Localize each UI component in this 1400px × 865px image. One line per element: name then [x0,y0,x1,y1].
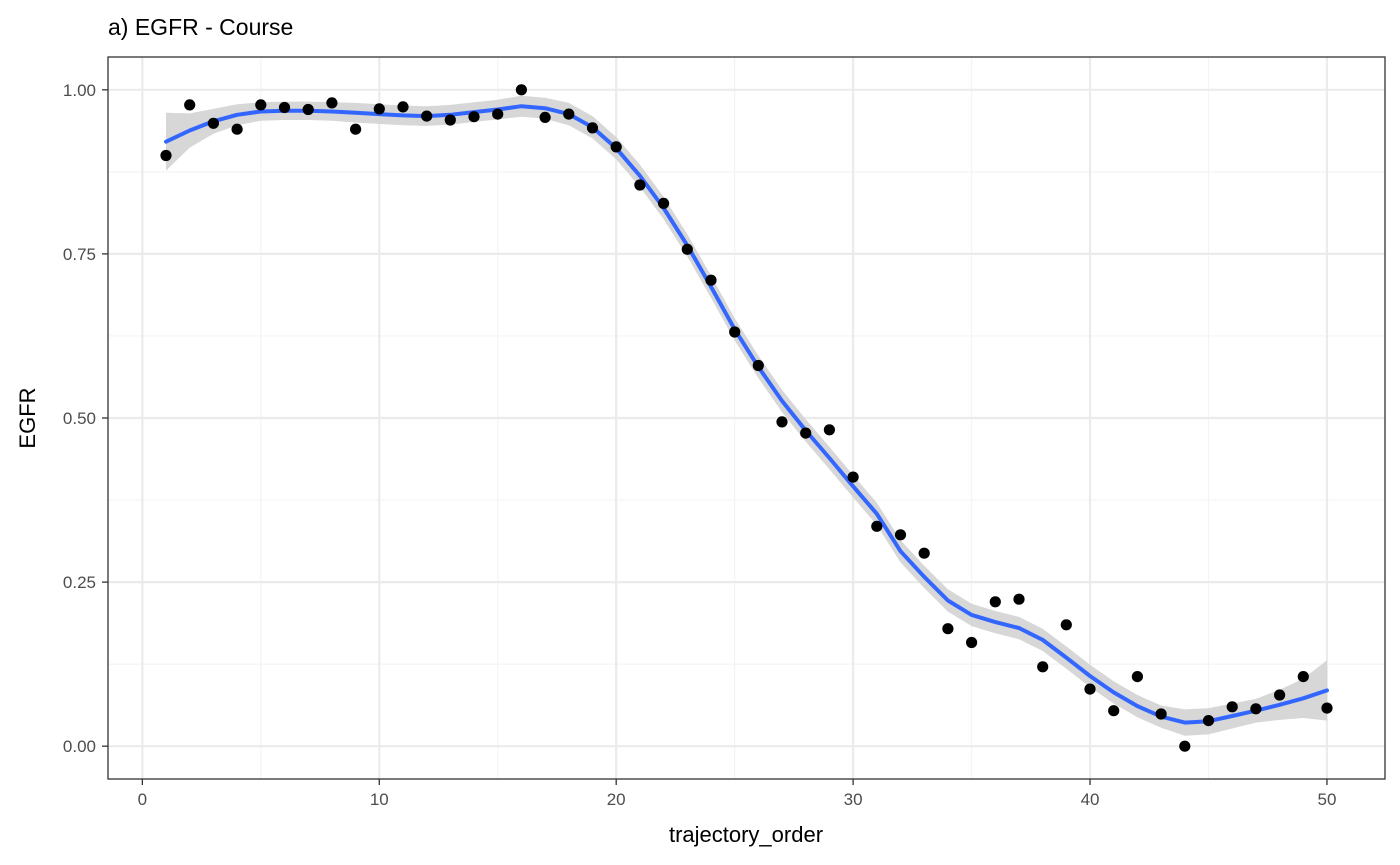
data-point [515,84,528,96]
data-point [350,123,362,135]
data-point [658,197,670,209]
data-point [1274,689,1286,701]
plot-title: a) EGFR - Course [108,14,293,40]
data-point [966,636,978,649]
data-point [894,529,907,541]
y-axis-title: EGFR [15,387,40,448]
y-tick-label: 0.00 [63,737,96,756]
data-point [160,149,172,162]
data-point [1226,701,1238,713]
y-tick-label: 0.75 [63,245,96,264]
major-gridlines [108,57,1385,779]
x-axis: 0 10 20 30 40 50 [138,779,1336,809]
data-point [255,99,267,111]
data-point [1108,705,1120,717]
data-point [776,416,788,428]
smooth-line [164,104,1329,725]
x-tick-label: 30 [844,790,863,809]
data-point [1297,671,1309,683]
data-point [1321,702,1333,714]
data-point [326,97,338,109]
data-point [705,274,717,286]
data-point [729,326,741,338]
data-point [231,123,243,135]
y-tick-label: 0.50 [63,409,96,428]
data-point [800,427,812,439]
data-point [1155,708,1167,720]
data-point [752,359,764,372]
data-point [421,110,433,122]
x-tick-label: 40 [1081,790,1100,809]
data-point [278,101,291,114]
x-tick-label: 20 [607,790,626,809]
data-point [397,101,409,113]
data-point [823,424,836,436]
data-point [1037,661,1049,673]
data-point [468,111,480,123]
data-point [444,114,456,126]
data-point [586,122,599,134]
data-point [563,108,575,120]
data-point [207,117,219,129]
data-point [918,547,930,559]
x-tick-label: 50 [1317,790,1336,809]
x-tick-label: 0 [138,790,147,809]
data-point [1179,740,1191,752]
data-point [492,108,504,120]
y-axis: 0.00 0.25 0.50 0.75 1.00 [63,81,108,756]
data-points [160,84,1333,752]
data-point [634,179,646,191]
y-tick-label: 1.00 [63,81,96,100]
data-point [1131,671,1143,683]
data-point [847,471,859,483]
data-point [942,623,954,635]
data-point [1084,683,1096,695]
data-point [539,111,551,123]
x-tick-label: 10 [370,790,389,809]
data-point [1202,715,1215,727]
data-point [1250,703,1262,715]
data-point [1013,593,1025,605]
data-point [610,141,622,153]
data-point [373,103,385,115]
x-axis-title: trajectory_order [669,822,823,847]
data-point [1060,619,1072,631]
y-tick-label: 0.25 [63,573,96,592]
data-point [989,596,1001,608]
data-point [681,243,693,255]
data-point [871,520,883,532]
data-point [302,103,314,116]
data-point [184,99,196,111]
